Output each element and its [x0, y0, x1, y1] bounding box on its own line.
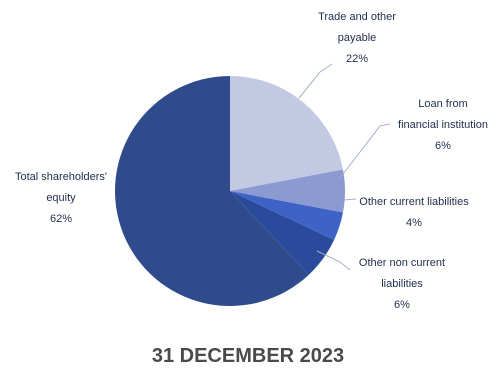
pie-slice-total-shareholders-equity	[114, 75, 309, 307]
slice-label-other-non-current-liabilities: Other non current liabilities 6%	[359, 257, 445, 311]
slice-name-line: financial institution	[398, 119, 488, 131]
slice-name-line: equity	[46, 192, 76, 204]
pie-slice-other-non-current-liabilities	[230, 191, 335, 275]
slice-name-line: Trade and other	[318, 11, 396, 23]
leader-lines	[298, 63, 391, 271]
pie-slice-loan-financial-institution	[230, 169, 345, 213]
slice-label-trade-payable: Trade and other payable 22%	[318, 11, 396, 65]
slice-name-line: payable	[338, 32, 377, 44]
slice-percent: 62%	[50, 213, 72, 225]
pie-slices	[114, 75, 345, 307]
slice-percent: 22%	[346, 53, 368, 65]
leader-line-trade-payable	[298, 63, 333, 99]
slice-percent: 4%	[406, 217, 422, 229]
pie-slice-other-current-liabilities	[230, 191, 343, 240]
chart-title: 31 DECEMBER 2023	[152, 345, 344, 367]
leader-line-other-non-current-liabilities	[316, 250, 351, 271]
slice-label-total-shareholders-equity: Total shareholders' equity 62%	[15, 171, 107, 225]
slice-name-line: Total shareholders'	[15, 171, 107, 183]
slice-labels: Trade and other payable 22% Loan from financ…	[15, 11, 488, 311]
slice-percent: 6%	[435, 140, 451, 152]
slice-name-line: Other current liabilities	[359, 196, 469, 208]
slice-name-line: Other non current	[359, 257, 445, 269]
slice-percent: 6%	[394, 299, 410, 311]
slice-name-line: liabilities	[381, 278, 423, 290]
leader-line-other-current-liabilities	[343, 198, 357, 201]
leader-line-loan-financial-institution	[339, 123, 391, 179]
slice-name-line: Loan from	[418, 98, 468, 110]
slice-label-other-current-liabilities: Other current liabilities 4%	[359, 196, 469, 229]
pie-slice-trade-payable	[230, 76, 343, 191]
slice-label-loan-financial-institution: Loan from financial institution 6%	[398, 98, 488, 152]
